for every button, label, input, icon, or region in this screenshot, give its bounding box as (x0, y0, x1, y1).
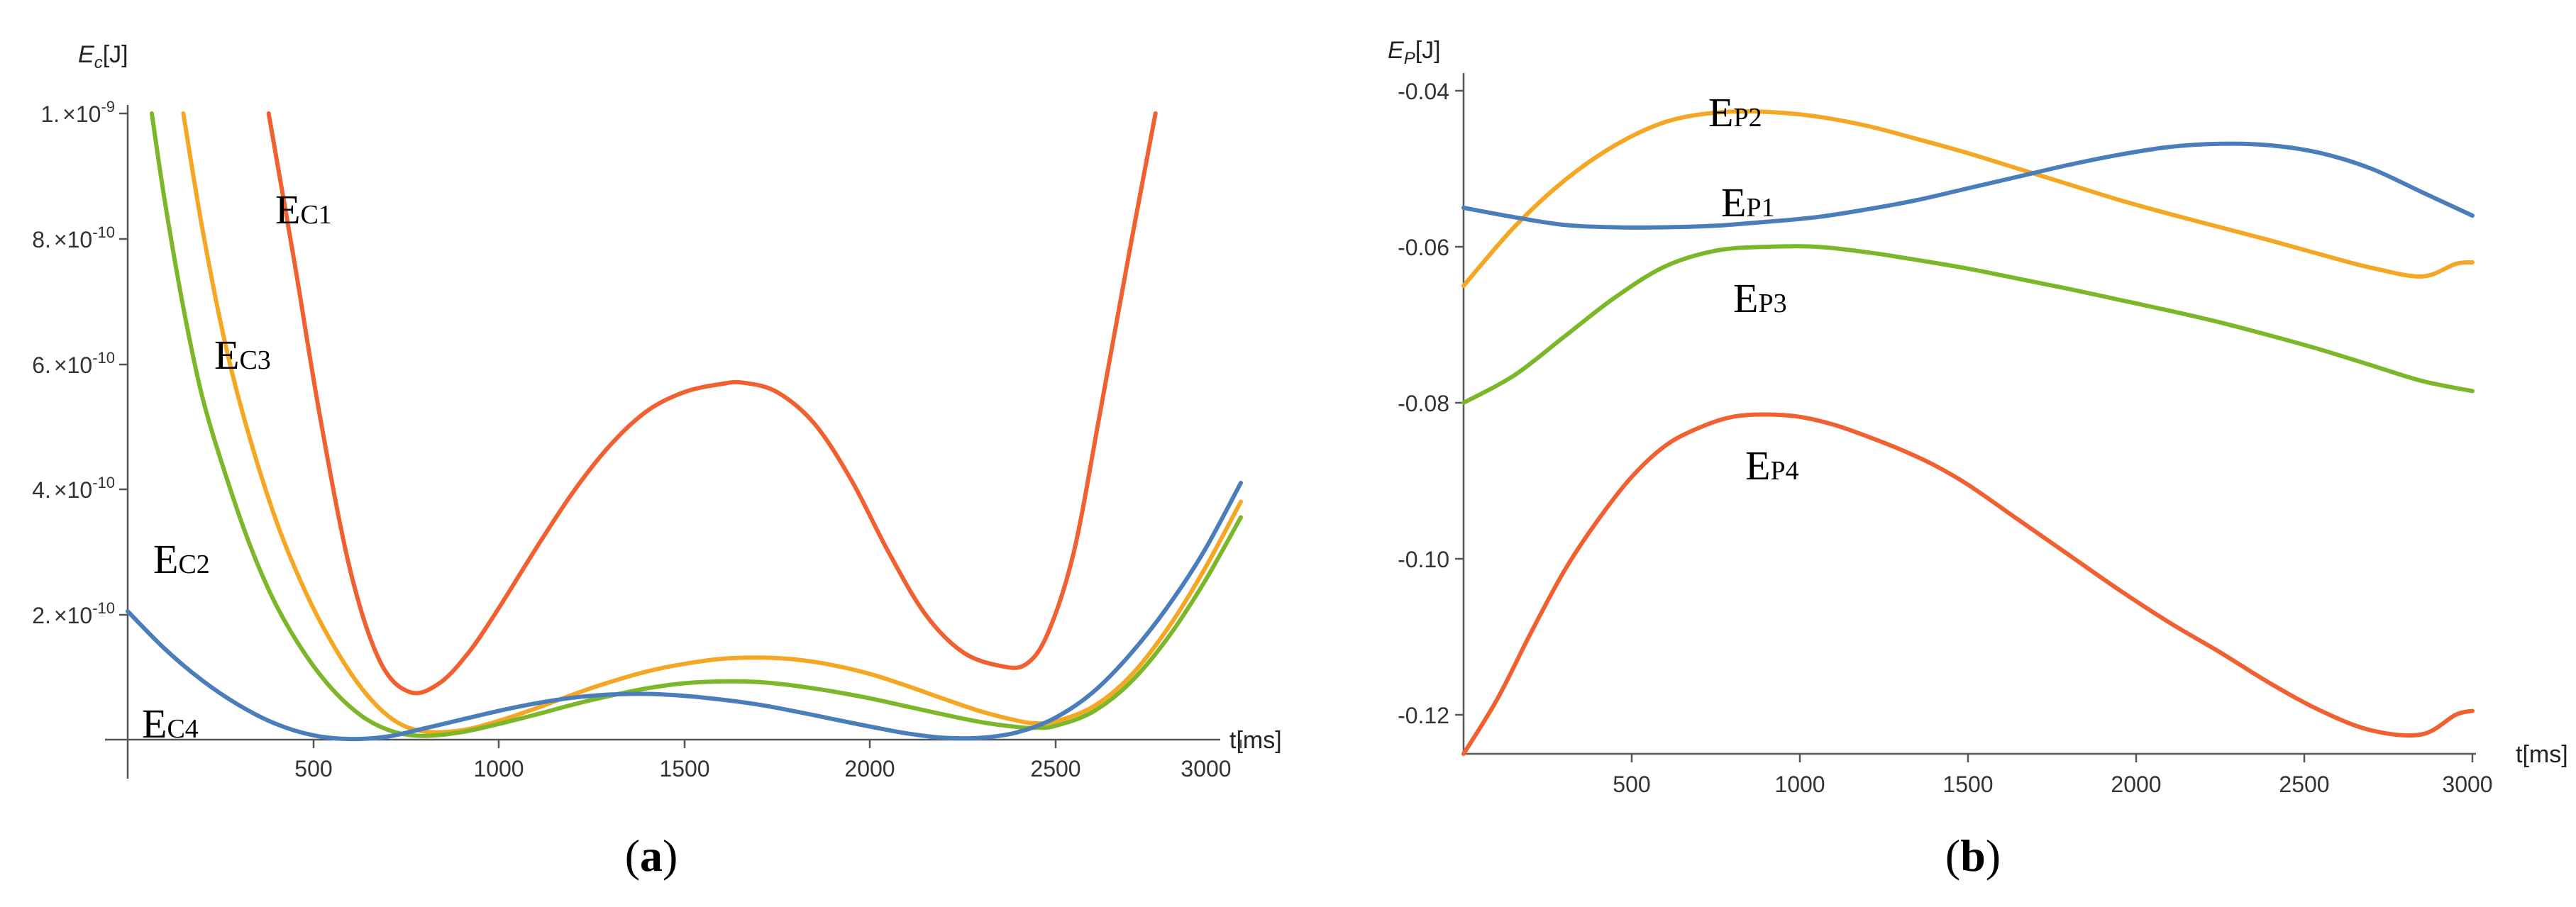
y-tick-label: -0.10 (1398, 547, 1449, 572)
x-axis-label-a: t[ms] (1229, 727, 1282, 754)
y-tick-label: -0.08 (1398, 391, 1449, 416)
x-tick-label: 2000 (2111, 772, 2161, 797)
series-label-ec1: EC1 (275, 187, 332, 233)
y-ticks-a: 2. ×10-10 4. ×10-10 6. ×10-10 8. ×10-10 1. ×1… (32, 98, 128, 628)
x-tick-label: 2000 (844, 756, 895, 781)
panel-label-b: (b) (1945, 830, 2001, 881)
series-label-ep1: EP1 (1721, 179, 1775, 226)
series-line-ec3 (181, 111, 1243, 735)
chart-panel-a: Ec[J] t[ms] 500 1000 1500 2000 2500 3000… (32, 41, 1281, 881)
x-tick-label: 2500 (1030, 756, 1080, 781)
y-tick-label: -0.06 (1398, 235, 1449, 260)
x-tick-label: 1000 (1774, 772, 1825, 797)
series-line-ep2 (1461, 108, 2475, 288)
x-ticks-b: 500 1000 1500 2000 2500 3000 (1613, 754, 2493, 797)
series-line-ec4 (126, 481, 1243, 742)
y-tick-label: -0.12 (1398, 703, 1449, 728)
chart-panel-b: EP[J] t[ms] 500 1000 1500 2000 2500 3000… (1388, 37, 2568, 881)
y-tick-label: -0.04 (1398, 79, 1449, 104)
y-tick-label: 1. ×10-9 (40, 98, 115, 127)
series-line-ep3 (1461, 244, 2475, 405)
series-line-ep1 (1461, 141, 2475, 230)
series-label-ec4: EC4 (142, 701, 199, 747)
series-label-ep2: EP2 (1708, 89, 1762, 135)
series-lines-b (1461, 108, 2475, 756)
series-label-ep3: EP3 (1733, 275, 1787, 321)
series-label-ep4: EP4 (1745, 443, 1799, 489)
x-tick-label: 1500 (659, 756, 709, 781)
series-line-ep4 (1461, 412, 2475, 756)
x-tick-label: 3000 (1181, 756, 1231, 781)
y-tick-label: 8. ×10-10 (32, 223, 115, 252)
panel-label-a: (a) (625, 830, 678, 881)
x-tick-label: 2500 (2279, 772, 2329, 797)
y-tick-label: 4. ×10-10 (32, 474, 115, 503)
x-tick-label: 500 (294, 756, 332, 781)
y-axis-label-a: Ec[J] (78, 41, 128, 72)
x-axis-label-b: t[ms] (2516, 741, 2568, 768)
series-lines-a (126, 111, 1243, 742)
series-label-ec3: EC3 (214, 332, 271, 378)
y-axis-label-b: EP[J] (1388, 37, 1441, 68)
series-line-ec1 (266, 111, 1158, 696)
x-tick-label: 1500 (1942, 772, 1993, 797)
x-ticks-a: 500 1000 1500 2000 2500 3000 (294, 740, 1242, 781)
x-tick-label: 1000 (473, 756, 524, 781)
x-tick-label: 500 (1613, 772, 1650, 797)
y-tick-label: 2. ×10-10 (32, 599, 115, 628)
series-label-ec2: EC2 (153, 536, 210, 582)
y-tick-label: 6. ×10-10 (32, 349, 115, 378)
x-tick-label: 3000 (2442, 772, 2492, 797)
y-ticks-b: -0.12 -0.10 -0.08 -0.06 -0.04 (1398, 79, 1464, 728)
